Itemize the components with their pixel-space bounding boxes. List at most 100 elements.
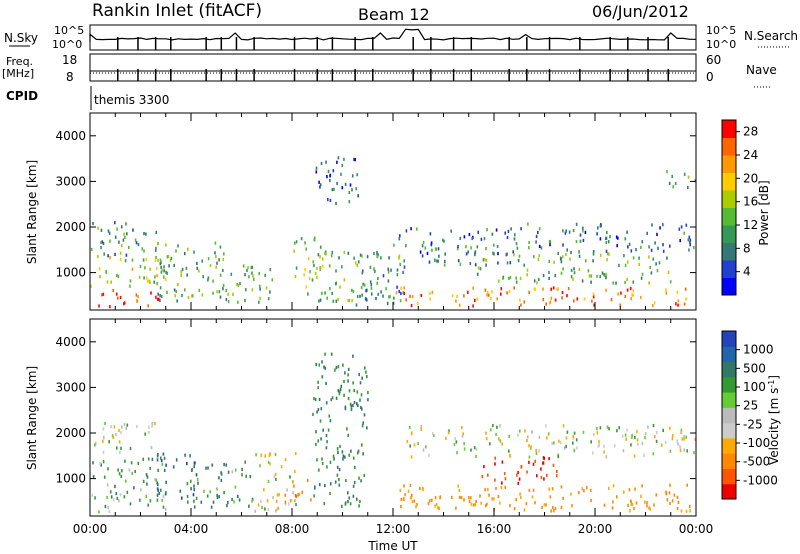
range-gate-cell <box>612 484 615 488</box>
range-gate-cell <box>693 246 695 250</box>
range-gate-cell <box>271 278 274 282</box>
range-gate-cell <box>109 305 111 309</box>
range-gate-cell <box>483 465 485 469</box>
range-gate-cell <box>156 498 159 502</box>
range-gate-cell <box>222 283 225 288</box>
range-gate-cell <box>107 254 109 258</box>
range-gate-cell <box>142 258 145 262</box>
range-gate-cell <box>304 268 306 272</box>
range-gate-cell <box>632 289 634 293</box>
range-gate-cell <box>323 501 326 506</box>
range-gate-cell <box>545 503 547 507</box>
range-gate-cell <box>237 494 239 498</box>
range-gate-cell <box>605 455 608 459</box>
colorbar-segment <box>722 422 736 439</box>
range-gate-cell <box>106 280 109 284</box>
nsky-trace <box>89 28 696 50</box>
range-gate-cell <box>608 252 610 256</box>
range-gate-cell <box>410 455 413 459</box>
range-gate-cell <box>688 235 691 239</box>
range-gate-cell <box>458 488 461 492</box>
range-gate-cell <box>403 259 405 263</box>
range-gate-cell <box>349 183 352 187</box>
range-gate-cell <box>327 198 329 202</box>
range-gate-cell <box>365 289 367 293</box>
range-gate-cell <box>632 280 635 284</box>
range-gate-cell <box>694 437 697 442</box>
range-gate-cell <box>550 509 552 513</box>
range-gate-cell <box>184 453 186 457</box>
nave-tick-top: 60 <box>706 53 721 67</box>
range-gate-cell <box>671 499 674 503</box>
range-gate-cell <box>493 252 495 256</box>
range-gate-cell <box>272 496 274 500</box>
range-gate-cell <box>470 448 472 452</box>
range-gate-cell <box>336 160 338 164</box>
range-gate-cell <box>457 484 460 488</box>
range-gate-cell <box>405 229 408 233</box>
range-gate-cell <box>509 261 512 265</box>
range-gate-cell <box>683 434 685 439</box>
range-gate-cell <box>343 250 346 254</box>
range-gate-cell <box>144 432 146 436</box>
range-gate-cell <box>636 438 639 442</box>
range-gate-cell <box>329 179 331 183</box>
range-gate-cell <box>135 241 138 245</box>
range-gate-cell <box>163 456 166 460</box>
range-gate-cell <box>126 232 128 236</box>
range-gate-cell <box>356 497 358 501</box>
range-gate-cell <box>562 424 565 428</box>
range-gate-cell <box>101 240 104 244</box>
range-gate-cell <box>548 301 551 305</box>
range-gate-cell <box>479 267 482 271</box>
range-gate-cell <box>98 267 101 271</box>
range-gate-cell <box>388 256 390 260</box>
nsearch-label: N.Search <box>744 29 798 43</box>
y-tick-label: 4000 <box>55 335 86 349</box>
range-gate-cell <box>162 505 165 509</box>
range-gate-cell <box>572 228 575 233</box>
range-gate-cell <box>518 254 521 258</box>
range-gate-cell <box>125 253 128 257</box>
range-gate-cell <box>485 437 488 441</box>
range-gate-cell <box>396 285 398 289</box>
range-gate-cell <box>399 299 402 303</box>
range-gate-cell <box>460 496 463 500</box>
range-gate-cell <box>237 300 239 304</box>
y-tick-label: 2000 <box>55 426 86 440</box>
range-gate-cell <box>200 500 203 504</box>
range-gate-cell <box>223 463 225 467</box>
range-gate-cell <box>321 360 323 364</box>
range-gate-cell <box>321 257 324 261</box>
range-gate-cell <box>336 447 339 451</box>
range-gate-cell <box>632 293 634 297</box>
range-gate-cell <box>348 453 350 457</box>
range-gate-cell <box>530 445 532 449</box>
range-gate-cell <box>659 226 661 230</box>
range-gate-cell <box>275 499 278 503</box>
range-gate-cell <box>118 240 120 244</box>
range-gate-cell <box>546 436 548 440</box>
range-gate-cell <box>606 230 608 235</box>
range-gate-cell <box>244 460 246 464</box>
range-gate-cell <box>536 474 538 478</box>
range-gate-cell <box>429 291 431 295</box>
range-gate-cell <box>387 270 390 274</box>
range-gate-cell <box>352 381 354 385</box>
range-gate-cell <box>344 455 346 459</box>
range-gate-cell <box>657 246 659 250</box>
range-gate-cell <box>163 275 165 279</box>
range-gate-cell <box>409 444 411 448</box>
range-gate-cell <box>573 431 576 435</box>
range-gate-cell <box>207 278 209 282</box>
range-gate-cell <box>520 303 522 307</box>
range-gate-cell <box>102 460 105 464</box>
range-gate-cell <box>195 496 198 500</box>
range-gate-cell <box>120 431 122 435</box>
range-gate-cell <box>295 502 297 507</box>
range-gate-cell <box>535 234 538 238</box>
range-gate-cell <box>142 479 145 483</box>
range-gate-cell <box>253 277 255 281</box>
range-gate-cell <box>218 495 220 499</box>
range-gate-cell <box>320 437 322 441</box>
